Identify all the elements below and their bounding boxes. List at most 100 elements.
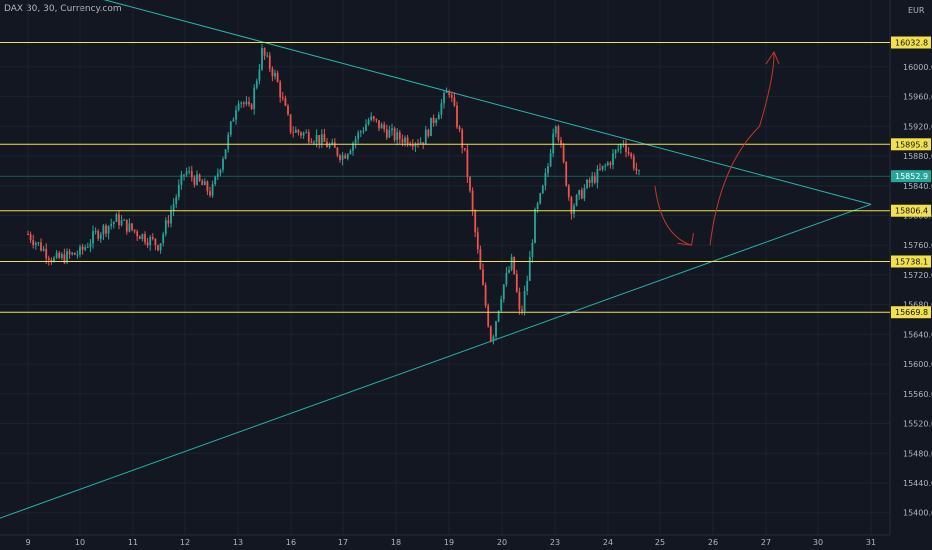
candle-up [440, 103, 443, 115]
candle-up [430, 117, 432, 137]
candle-down [432, 117, 435, 124]
candle-down [406, 137, 409, 145]
x-tick-label: 31 [866, 538, 876, 547]
y-tick-label: 15840.0 [903, 182, 932, 191]
x-tick-label: 16 [286, 538, 296, 547]
candle-down [625, 144, 627, 152]
candle-down [190, 171, 193, 178]
candle-up [367, 120, 370, 125]
candle-down [263, 48, 266, 56]
candle-up [42, 248, 45, 251]
candle-down [144, 234, 146, 243]
candle-up [391, 128, 393, 131]
candle-up [606, 162, 609, 166]
candle-up [352, 143, 354, 151]
candle-up [224, 149, 227, 159]
candle-up [232, 119, 235, 122]
level-label: 15669.8 [895, 308, 928, 317]
candle-up [203, 181, 206, 186]
candle-down [81, 246, 84, 250]
candle-up [183, 174, 185, 176]
candle-up [554, 126, 557, 134]
candle-up [528, 256, 531, 281]
candle-up [240, 102, 243, 104]
candle-down [289, 114, 292, 133]
candle-up [66, 251, 68, 263]
candle-down [287, 105, 289, 115]
candle-down [279, 82, 282, 98]
candle-down [27, 234, 29, 236]
candle-up [115, 214, 118, 222]
candle-up [596, 168, 599, 183]
candle-up [539, 193, 542, 204]
y-tick-label: 15680.0 [903, 301, 932, 310]
candle-up [76, 254, 79, 256]
y-tick-label: 15400.0 [903, 509, 932, 518]
candle-down [32, 240, 35, 245]
candle-down [198, 174, 201, 181]
candle-up [497, 310, 500, 322]
candle-down [521, 309, 523, 312]
candle-down [138, 236, 141, 240]
trendline-support [0, 203, 872, 519]
candle-down [29, 234, 32, 241]
candle-down [482, 269, 484, 285]
candle-down [557, 126, 560, 141]
candle-up [365, 124, 367, 131]
candle-up [331, 142, 334, 145]
candle-up [578, 190, 581, 196]
candle-up [175, 197, 178, 205]
candle-up [500, 299, 503, 311]
candle-down [599, 168, 601, 170]
y-tick-label: 15920.0 [903, 122, 932, 131]
candle-up [552, 133, 555, 154]
candle-up [128, 223, 131, 232]
candle-down [58, 252, 61, 258]
level-label: 16032.8 [895, 39, 928, 48]
candle-up [261, 48, 263, 70]
candle-up [526, 280, 529, 291]
candle-down [398, 132, 401, 140]
x-tick-label: 9 [25, 538, 30, 547]
candle-down [271, 68, 274, 77]
projection-arrowhead-up [765, 50, 780, 65]
candle-up [110, 223, 113, 226]
candle-up [79, 246, 81, 255]
candle-down [461, 129, 464, 149]
candle-up [619, 144, 622, 149]
candle-up [359, 131, 362, 133]
candle-down [300, 132, 302, 136]
candle-down [474, 210, 477, 233]
candle-down [146, 242, 149, 246]
candle-down [515, 274, 518, 292]
candle-down [383, 124, 386, 130]
projection-arrow-up [709, 52, 775, 246]
candle-up [255, 80, 258, 88]
candle-up [86, 247, 89, 249]
y-tick-label: 15640.0 [903, 330, 932, 339]
candle-down [201, 180, 204, 186]
y-tick-label: 15880.0 [903, 152, 932, 161]
candle-up [253, 87, 256, 110]
candle-down [339, 155, 341, 160]
candle-up [424, 129, 427, 145]
candle-down [463, 148, 466, 150]
candle-down [336, 147, 339, 156]
candle-up [612, 153, 614, 165]
x-tick-label: 23 [550, 538, 560, 547]
candle-down [297, 129, 300, 133]
x-tick-label: 13 [233, 538, 243, 547]
candle-down [63, 254, 66, 263]
y-tick-label: 15960.0 [903, 93, 932, 102]
level-label-bg [891, 36, 931, 49]
candle-up [380, 124, 383, 129]
candle-up [443, 92, 445, 104]
candle-down [40, 242, 42, 251]
candle-down [453, 97, 456, 106]
candle-down [562, 144, 565, 162]
candle-up [60, 254, 63, 258]
candle-up [34, 243, 37, 245]
projection-arrowhead-down [677, 233, 694, 246]
candle-up [604, 165, 607, 167]
